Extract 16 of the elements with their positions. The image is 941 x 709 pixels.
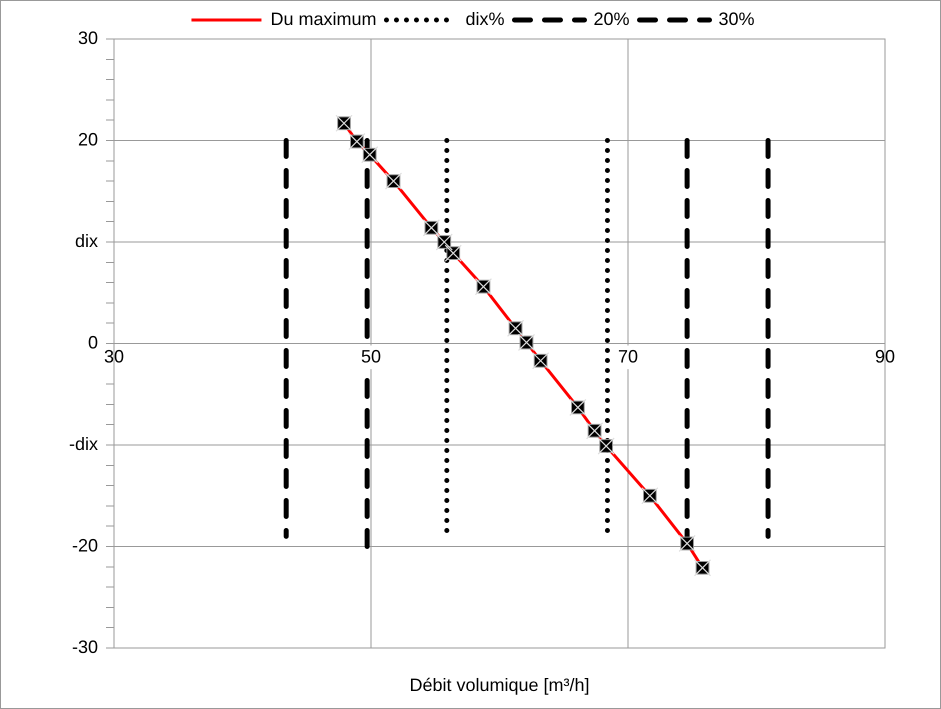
x-axis-title: Débit volumique [m³/h] — [409, 674, 590, 695]
x-tick-label: 30 — [104, 346, 124, 366]
y-tick-label: 0 — [88, 332, 98, 352]
y-tick-label: -30 — [72, 636, 98, 657]
y-tick-label: -20 — [72, 535, 98, 556]
legend-label: 20% — [593, 8, 630, 29]
legend-label: dix% — [465, 8, 504, 29]
y-tick-label: 30 — [78, 28, 98, 48]
legend-label: 30% — [718, 8, 755, 29]
y-tick-label: dix — [74, 230, 98, 251]
y-tick-label: 20 — [78, 129, 98, 150]
x-tick-label: 90 — [874, 346, 896, 366]
x-tick-label: 50 — [360, 346, 382, 366]
x-tick-label: 70 — [618, 346, 638, 366]
y-tick-label: -dix — [68, 434, 98, 454]
legend-label: Du maximum — [270, 8, 376, 29]
